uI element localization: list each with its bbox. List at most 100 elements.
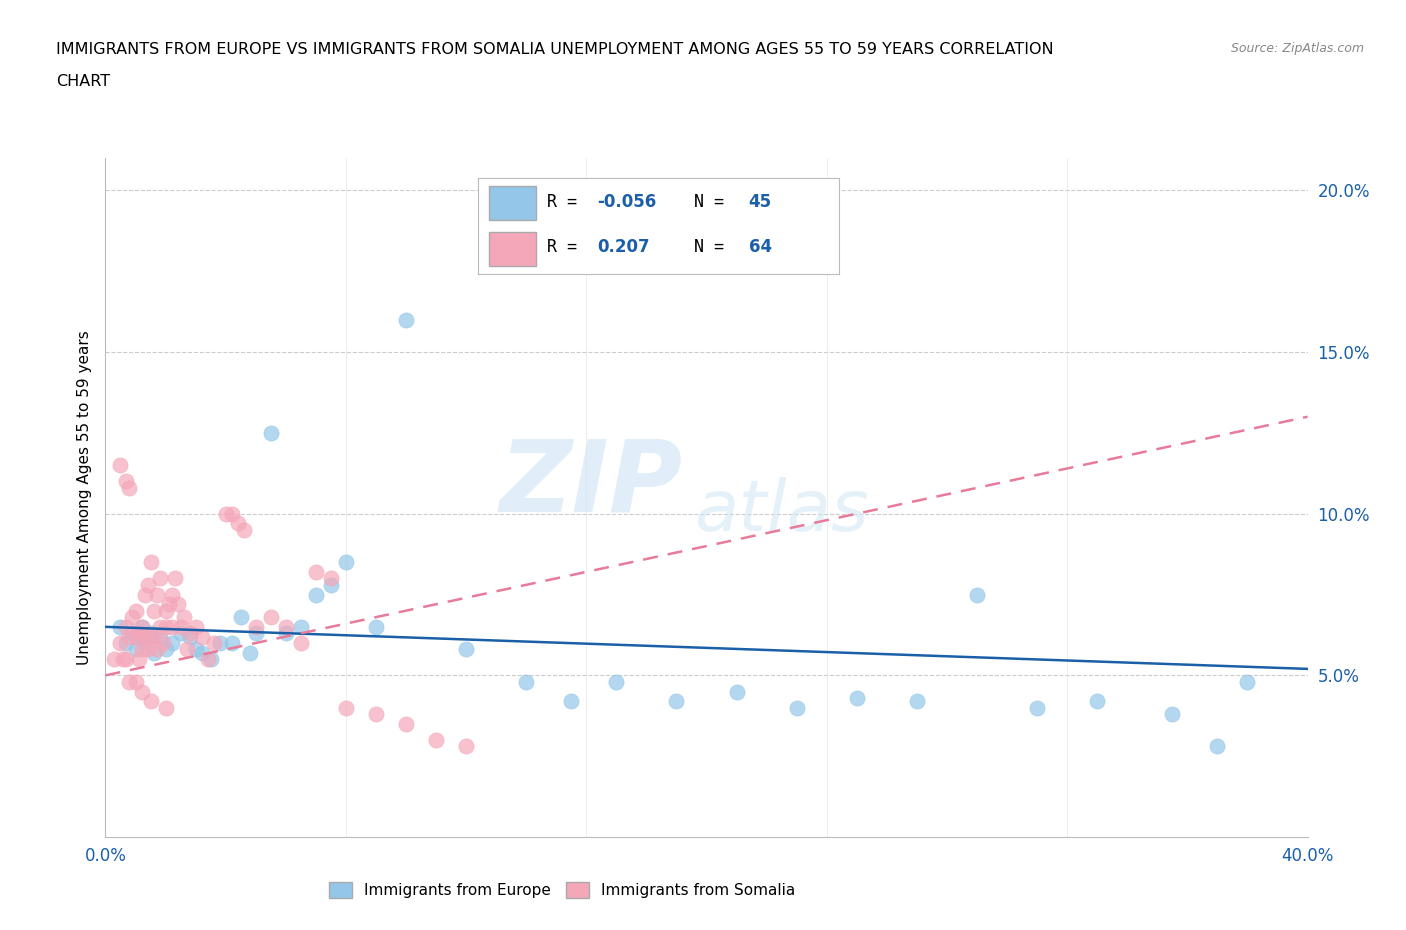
Point — [335, 700, 357, 715]
Point — [221, 506, 243, 521]
Point — [173, 610, 195, 625]
Point — [169, 626, 191, 641]
Point — [190, 645, 212, 660]
Point — [454, 739, 477, 754]
Point — [142, 604, 165, 618]
Text: Source: ZipAtlas.com: Source: ZipAtlas.com — [1230, 42, 1364, 55]
Point — [118, 629, 141, 644]
Point — [169, 619, 191, 634]
Point — [124, 674, 146, 689]
Point — [121, 626, 143, 641]
Point — [208, 635, 231, 650]
Point — [319, 578, 342, 592]
Point — [1085, 694, 1108, 709]
Point — [148, 629, 170, 644]
Point — [665, 694, 688, 709]
Point — [124, 629, 146, 644]
Point — [190, 629, 212, 644]
Point — [364, 707, 387, 722]
Point — [305, 587, 328, 602]
Point — [118, 481, 141, 496]
Point — [260, 610, 283, 625]
Point — [139, 694, 162, 709]
Point — [197, 652, 219, 667]
Point — [152, 635, 174, 650]
Point — [124, 604, 146, 618]
Point — [179, 626, 201, 641]
Point — [139, 626, 162, 641]
Point — [335, 555, 357, 570]
Point — [605, 674, 627, 689]
Point — [160, 619, 183, 634]
Point — [221, 635, 243, 650]
Point — [200, 652, 222, 667]
Point — [112, 652, 135, 667]
Point — [515, 674, 537, 689]
Point — [139, 555, 162, 570]
Y-axis label: Unemployment Among Ages 55 to 59 years: Unemployment Among Ages 55 to 59 years — [76, 330, 91, 665]
Point — [157, 597, 180, 612]
Point — [115, 635, 138, 650]
Point — [786, 700, 808, 715]
Point — [245, 619, 267, 634]
Point — [725, 684, 748, 699]
Point — [176, 642, 198, 657]
Point — [148, 619, 170, 634]
Point — [131, 684, 153, 699]
Point — [395, 716, 418, 731]
Point — [134, 629, 156, 644]
Point — [560, 694, 582, 709]
Point — [229, 610, 252, 625]
Point — [845, 691, 868, 706]
Point — [128, 652, 150, 667]
Point — [1236, 674, 1258, 689]
Point — [364, 619, 387, 634]
Point — [239, 645, 262, 660]
Point — [136, 578, 159, 592]
Point — [232, 523, 254, 538]
Point — [134, 587, 156, 602]
Point — [966, 587, 988, 602]
Point — [115, 474, 138, 489]
Point — [160, 635, 183, 650]
Point — [131, 642, 153, 657]
Text: IMMIGRANTS FROM EUROPE VS IMMIGRANTS FROM SOMALIA UNEMPLOYMENT AMONG AGES 55 TO : IMMIGRANTS FROM EUROPE VS IMMIGRANTS FRO… — [56, 42, 1054, 57]
Point — [121, 610, 143, 625]
Point — [1206, 739, 1229, 754]
Point — [395, 312, 418, 327]
Point — [118, 674, 141, 689]
Point — [155, 642, 177, 657]
Point — [260, 425, 283, 440]
Point — [128, 626, 150, 641]
Point — [131, 619, 153, 634]
Point — [136, 642, 159, 657]
Text: CHART: CHART — [56, 74, 110, 89]
Point — [425, 733, 447, 748]
Point — [145, 587, 167, 602]
Point — [163, 571, 186, 586]
Point — [202, 635, 225, 650]
Point — [290, 619, 312, 634]
Point — [160, 587, 183, 602]
Point — [103, 652, 125, 667]
Point — [905, 694, 928, 709]
Point — [1026, 700, 1049, 715]
Point — [110, 635, 132, 650]
Point — [179, 629, 201, 644]
Text: ZIP: ZIP — [499, 435, 682, 533]
Point — [131, 619, 153, 634]
Point — [148, 571, 170, 586]
Point — [245, 626, 267, 641]
Point — [155, 619, 177, 634]
Point — [166, 597, 188, 612]
Point — [454, 642, 477, 657]
Point — [155, 700, 177, 715]
Point — [184, 619, 207, 634]
Point — [115, 619, 138, 634]
Point — [115, 652, 138, 667]
Point — [274, 619, 297, 634]
Point — [214, 506, 236, 521]
Point — [134, 635, 156, 650]
Legend: Immigrants from Europe, Immigrants from Somalia: Immigrants from Europe, Immigrants from … — [323, 876, 801, 904]
Point — [1161, 707, 1184, 722]
